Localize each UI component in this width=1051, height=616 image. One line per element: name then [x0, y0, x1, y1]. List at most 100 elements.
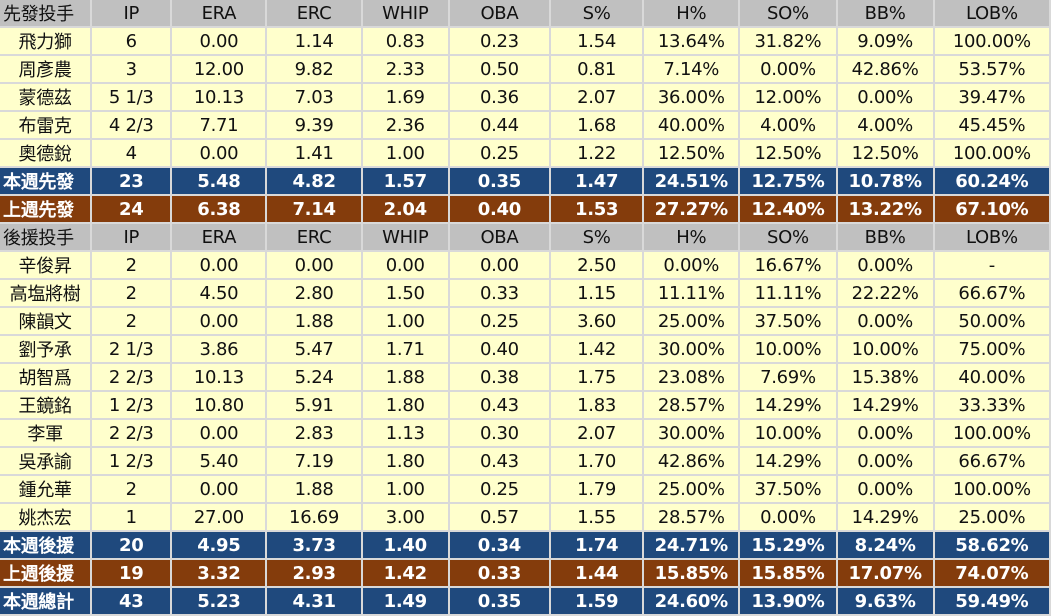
header-row: 後援投手 IP ERA ERC WHIP OBA S% H% SO% BB% LOB% — [0, 224, 1049, 250]
stat-cell: 24.51% — [644, 168, 739, 194]
stat-cell: 14.29% — [740, 448, 836, 474]
stat-cell: 1 2/3 — [92, 448, 171, 474]
stat-cell: 60.24% — [934, 168, 1049, 194]
stat-cell: 5.48 — [172, 168, 266, 194]
stat-cell: 1.00 — [362, 140, 448, 166]
stat-cell: 12.50% — [740, 140, 836, 166]
stat-cell: 40.00% — [644, 112, 739, 138]
stat-cell: 100.00% — [934, 476, 1049, 502]
stat-cell: 4.50 — [172, 280, 266, 306]
column-header: LOB% — [934, 224, 1049, 250]
stat-cell: 9.39 — [267, 112, 361, 138]
stat-cell: 1.54 — [551, 28, 643, 54]
stat-cell: 22.22% — [837, 280, 933, 306]
stat-cell: 10.13 — [172, 84, 266, 110]
stat-cell: 12.00% — [740, 84, 836, 110]
stat-cell: 1.13 — [362, 420, 448, 446]
stat-cell: 100.00% — [934, 140, 1049, 166]
stat-cell: 30.00% — [644, 336, 739, 362]
stat-cell: 1.74 — [551, 532, 643, 558]
this-week-summary-row: 本週總計 43 5.23 4.31 1.49 0.35 1.59 24.60% 13.90% 9.… — [0, 588, 1049, 614]
stat-cell: 0.34 — [449, 532, 549, 558]
stat-cell: 1.44 — [551, 560, 643, 586]
stat-cell: 0.00 — [267, 252, 361, 278]
last-week-summary-row: 上週後援 19 3.32 2.93 1.42 0.33 1.44 15.85% 15.85% 17… — [0, 560, 1049, 586]
row-label: 本週先發 — [0, 168, 91, 194]
stat-cell: 36.00% — [644, 84, 739, 110]
stat-cell: 0.43 — [449, 448, 549, 474]
stat-cell: 0.00% — [837, 308, 933, 334]
stat-cell: 33.33% — [934, 392, 1049, 418]
column-header: S% — [551, 224, 643, 250]
stat-cell: 0.00 — [172, 140, 266, 166]
stat-cell: 2 — [92, 252, 171, 278]
stat-cell: 1.88 — [362, 364, 448, 390]
stat-cell: 23.08% — [644, 364, 739, 390]
column-header: H% — [644, 224, 739, 250]
stat-cell: 0.25 — [449, 476, 549, 502]
column-header: ERC — [267, 224, 361, 250]
stat-cell: 10.00% — [837, 336, 933, 362]
stat-cell: 12.50% — [837, 140, 933, 166]
table-row: 奧德銳 4 0.00 1.41 1.00 0.25 1.22 12.50% 12.50% 12.5… — [0, 140, 1049, 166]
stat-cell: 1.80 — [362, 392, 448, 418]
stat-cell: 100.00% — [934, 28, 1049, 54]
stat-cell: 10.80 — [172, 392, 266, 418]
stat-cell: 27.00 — [172, 504, 266, 530]
stat-cell: 9.82 — [267, 56, 361, 82]
stat-cell: 7.71 — [172, 112, 266, 138]
stat-cell: 1 2/3 — [92, 392, 171, 418]
stat-cell: 1.75 — [551, 364, 643, 390]
stat-cell: 1.40 — [362, 532, 448, 558]
stat-cell: 2 — [92, 308, 171, 334]
stat-cell: 0.00 — [172, 420, 266, 446]
column-header: H% — [644, 0, 739, 26]
pitcher-name: 陳韻文 — [0, 308, 91, 334]
stat-cell: 28.57% — [644, 392, 739, 418]
stat-cell: 11.11% — [740, 280, 836, 306]
pitcher-name: 周彥農 — [0, 56, 91, 82]
stat-cell: - — [934, 252, 1049, 278]
row-label: 先發投手 — [0, 0, 91, 26]
stat-cell: 42.86% — [837, 56, 933, 82]
table-row: 高塩將樹 2 4.50 2.80 1.50 0.33 1.15 11.11% 11.11% 22.… — [0, 280, 1049, 306]
stat-cell: 0.44 — [449, 112, 549, 138]
stat-cell: 0.33 — [449, 280, 549, 306]
stat-cell: 0.33 — [449, 560, 549, 586]
stat-cell: 1.55 — [551, 504, 643, 530]
stat-cell: 67.10% — [934, 196, 1049, 222]
stat-cell: 1.42 — [362, 560, 448, 586]
pitcher-name: 布雷克 — [0, 112, 91, 138]
stat-cell: 3.86 — [172, 336, 266, 362]
stat-cell: 7.69% — [740, 364, 836, 390]
stat-cell: 1.41 — [267, 140, 361, 166]
stat-cell: 0.00% — [740, 504, 836, 530]
stat-cell: 16.67% — [740, 252, 836, 278]
stat-cell: 4 2/3 — [92, 112, 171, 138]
stat-cell: 66.67% — [934, 280, 1049, 306]
column-header: WHIP — [362, 224, 448, 250]
table-row: 胡智爲 2 2/3 10.13 5.24 1.88 0.38 1.75 23.08% 7.69%… — [0, 364, 1049, 390]
stat-cell: 10.00% — [740, 336, 836, 362]
stat-cell: 1.80 — [362, 448, 448, 474]
stat-cell: 74.07% — [934, 560, 1049, 586]
stat-cell: 1.00 — [362, 476, 448, 502]
stat-cell: 4.31 — [267, 588, 361, 614]
stat-cell: 43 — [92, 588, 171, 614]
stat-cell: 10.00% — [740, 420, 836, 446]
stat-cell: 15.85% — [740, 560, 836, 586]
table-row: 王鏡銘 1 2/3 10.80 5.91 1.80 0.43 1.83 28.57% 14.29… — [0, 392, 1049, 418]
column-header: LOB% — [934, 0, 1049, 26]
table-row: 飛力獅 6 0.00 1.14 0.83 0.23 1.54 13.64% 31.82% 9.09… — [0, 28, 1049, 54]
stat-cell: 1.79 — [551, 476, 643, 502]
stat-cell: 2.93 — [267, 560, 361, 586]
pitcher-name: 辛俊昇 — [0, 252, 91, 278]
pitcher-name: 吳承諭 — [0, 448, 91, 474]
stat-cell: 2.07 — [551, 420, 643, 446]
stat-cell: 2 2/3 — [92, 364, 171, 390]
column-header: WHIP — [362, 0, 448, 26]
column-header: OBA — [449, 224, 549, 250]
stat-cell: 59.49% — [934, 588, 1049, 614]
stat-cell: 7.14% — [644, 56, 739, 82]
